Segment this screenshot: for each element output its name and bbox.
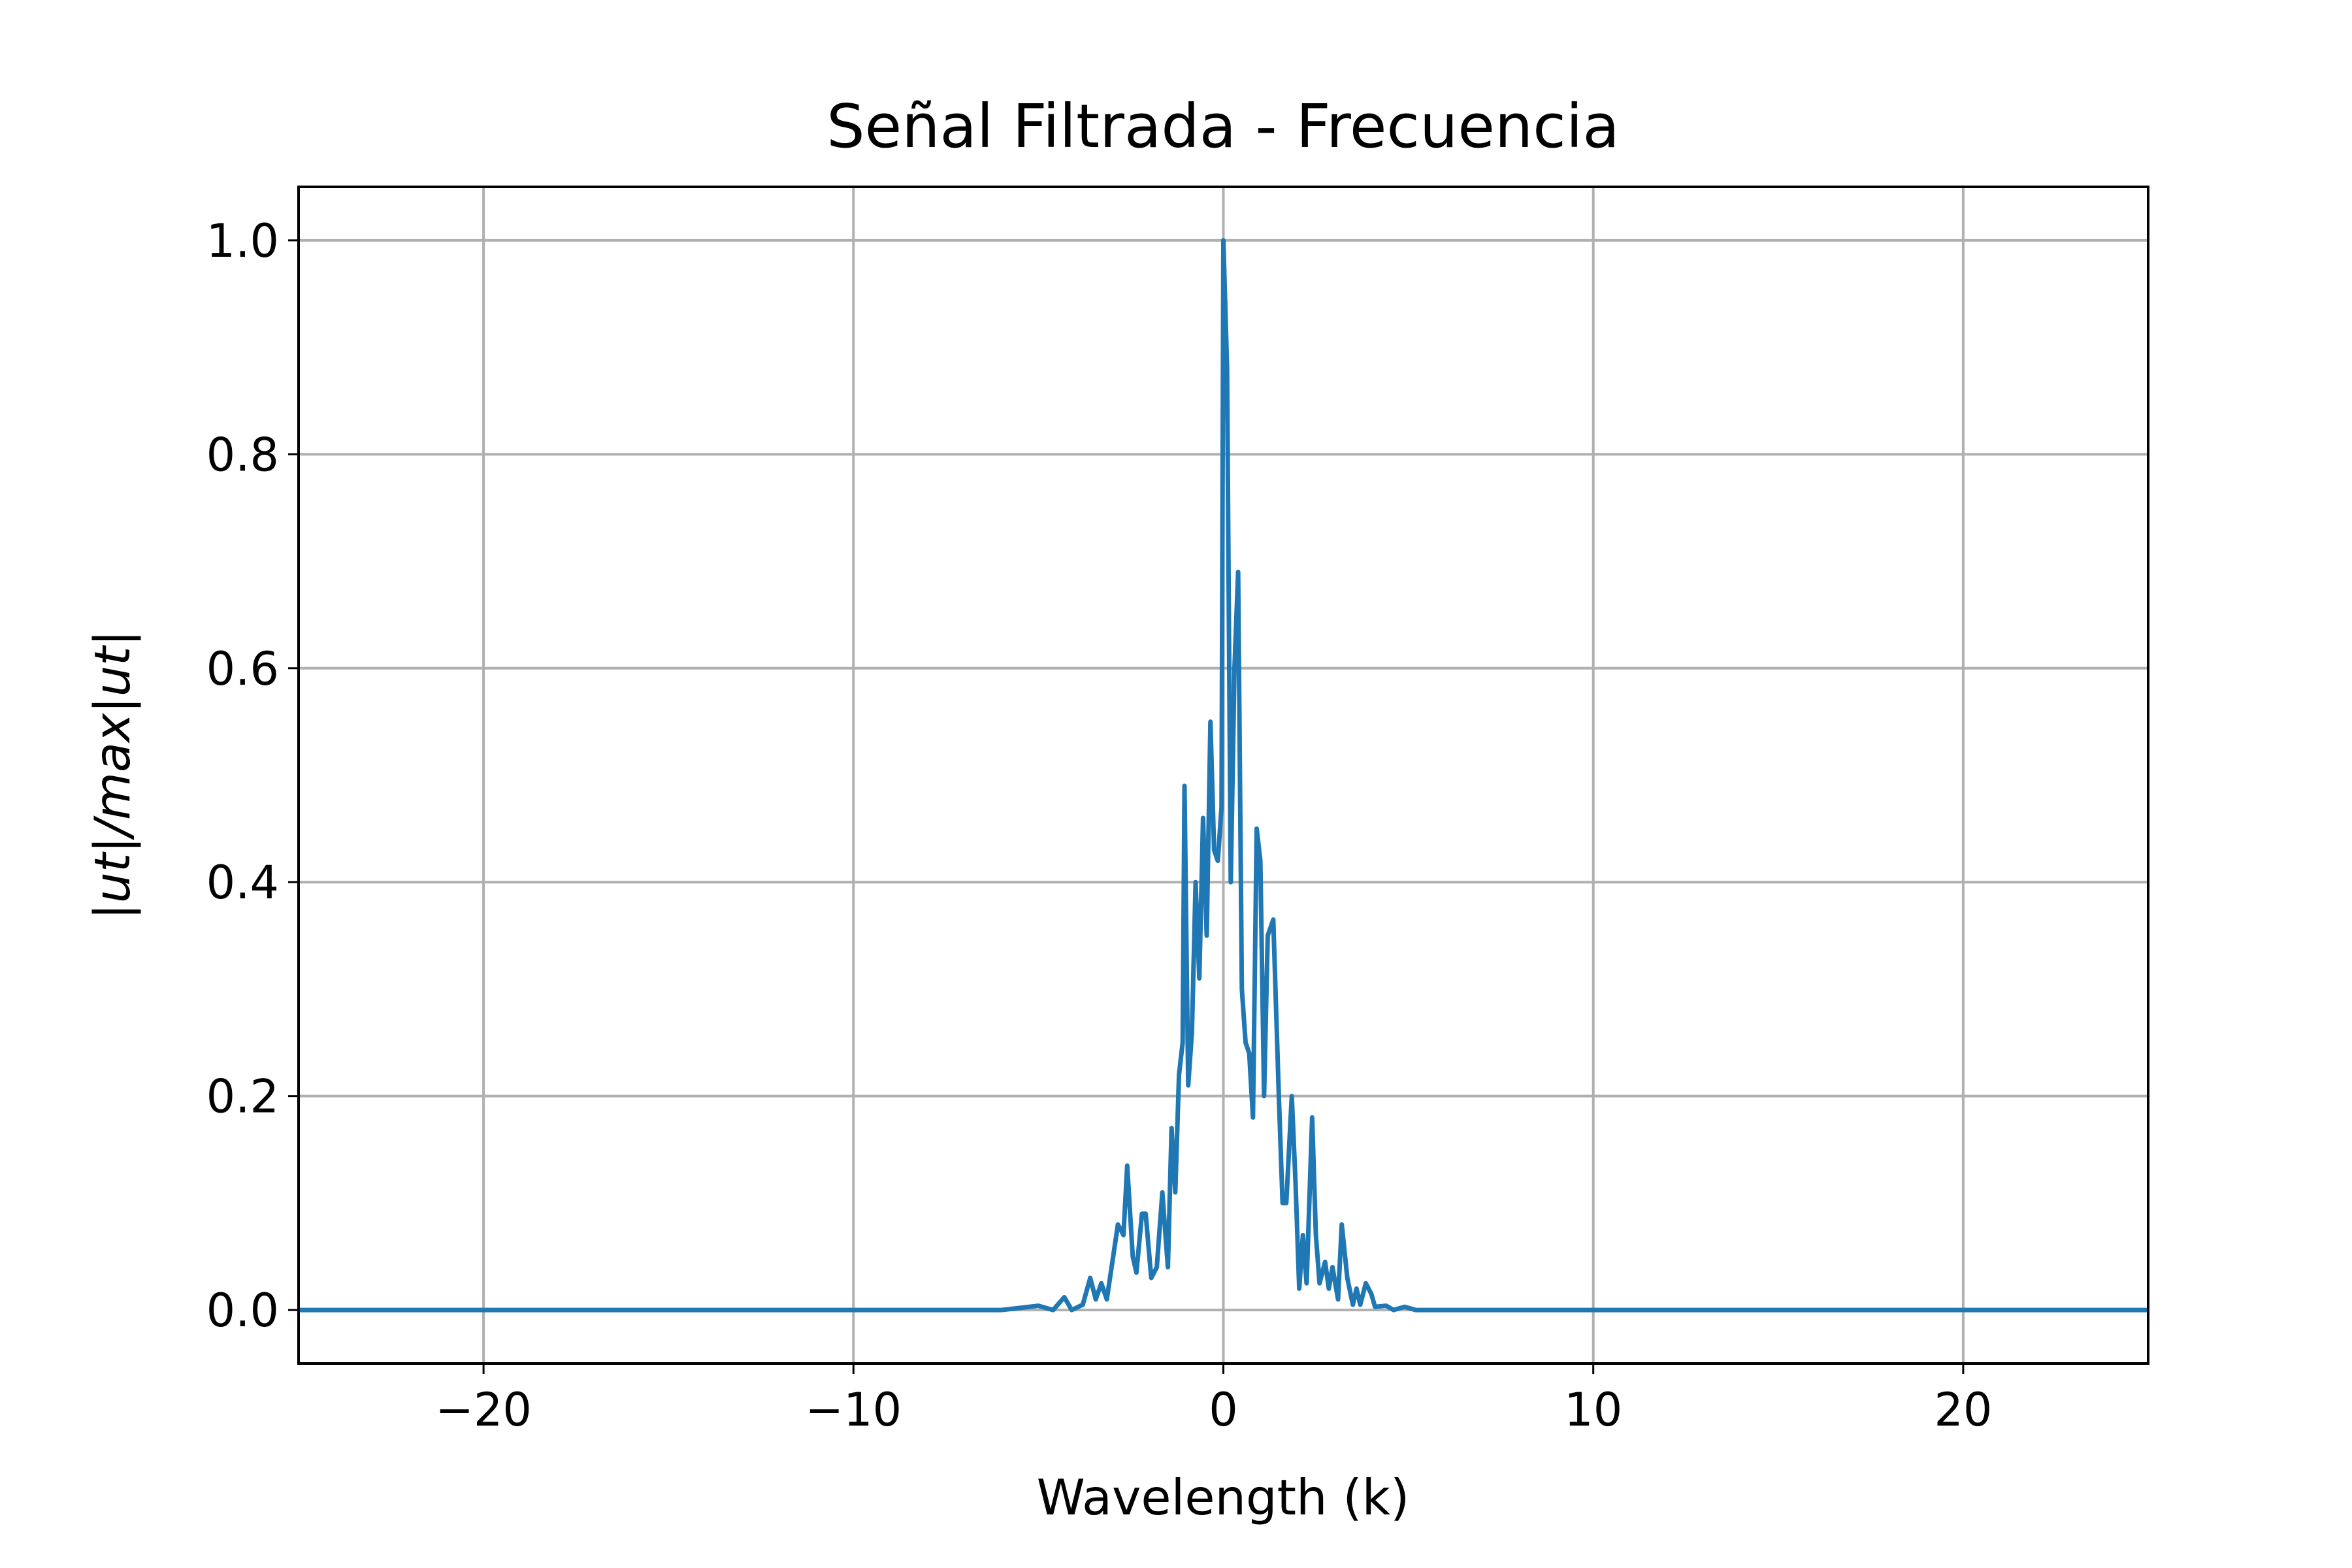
y-tick-label: 0.8 [206, 428, 279, 482]
plot-frame [297, 186, 2149, 1365]
x-tick-label: 10 [1564, 1383, 1622, 1437]
y-axis-label: |ut|/max|ut| [84, 630, 141, 920]
data-line [299, 238, 2148, 1313]
y-tick-label: 0.6 [206, 642, 279, 696]
y-tick-label: 0.4 [206, 856, 279, 909]
x-axis-label: Wavelength (k) [1037, 1469, 1410, 1526]
y-tick-label: 0.0 [206, 1284, 279, 1337]
x-tick-label: 20 [1934, 1383, 1992, 1437]
x-tick-label: −20 [435, 1383, 532, 1437]
y-tick-label: 0.2 [206, 1070, 279, 1124]
chart-title: Señal Filtrada - Frecuencia [826, 91, 1620, 161]
x-tick-label: −10 [805, 1383, 902, 1437]
y-tick-label: 1.0 [206, 214, 279, 268]
x-tick-label: 0 [1209, 1383, 1238, 1437]
